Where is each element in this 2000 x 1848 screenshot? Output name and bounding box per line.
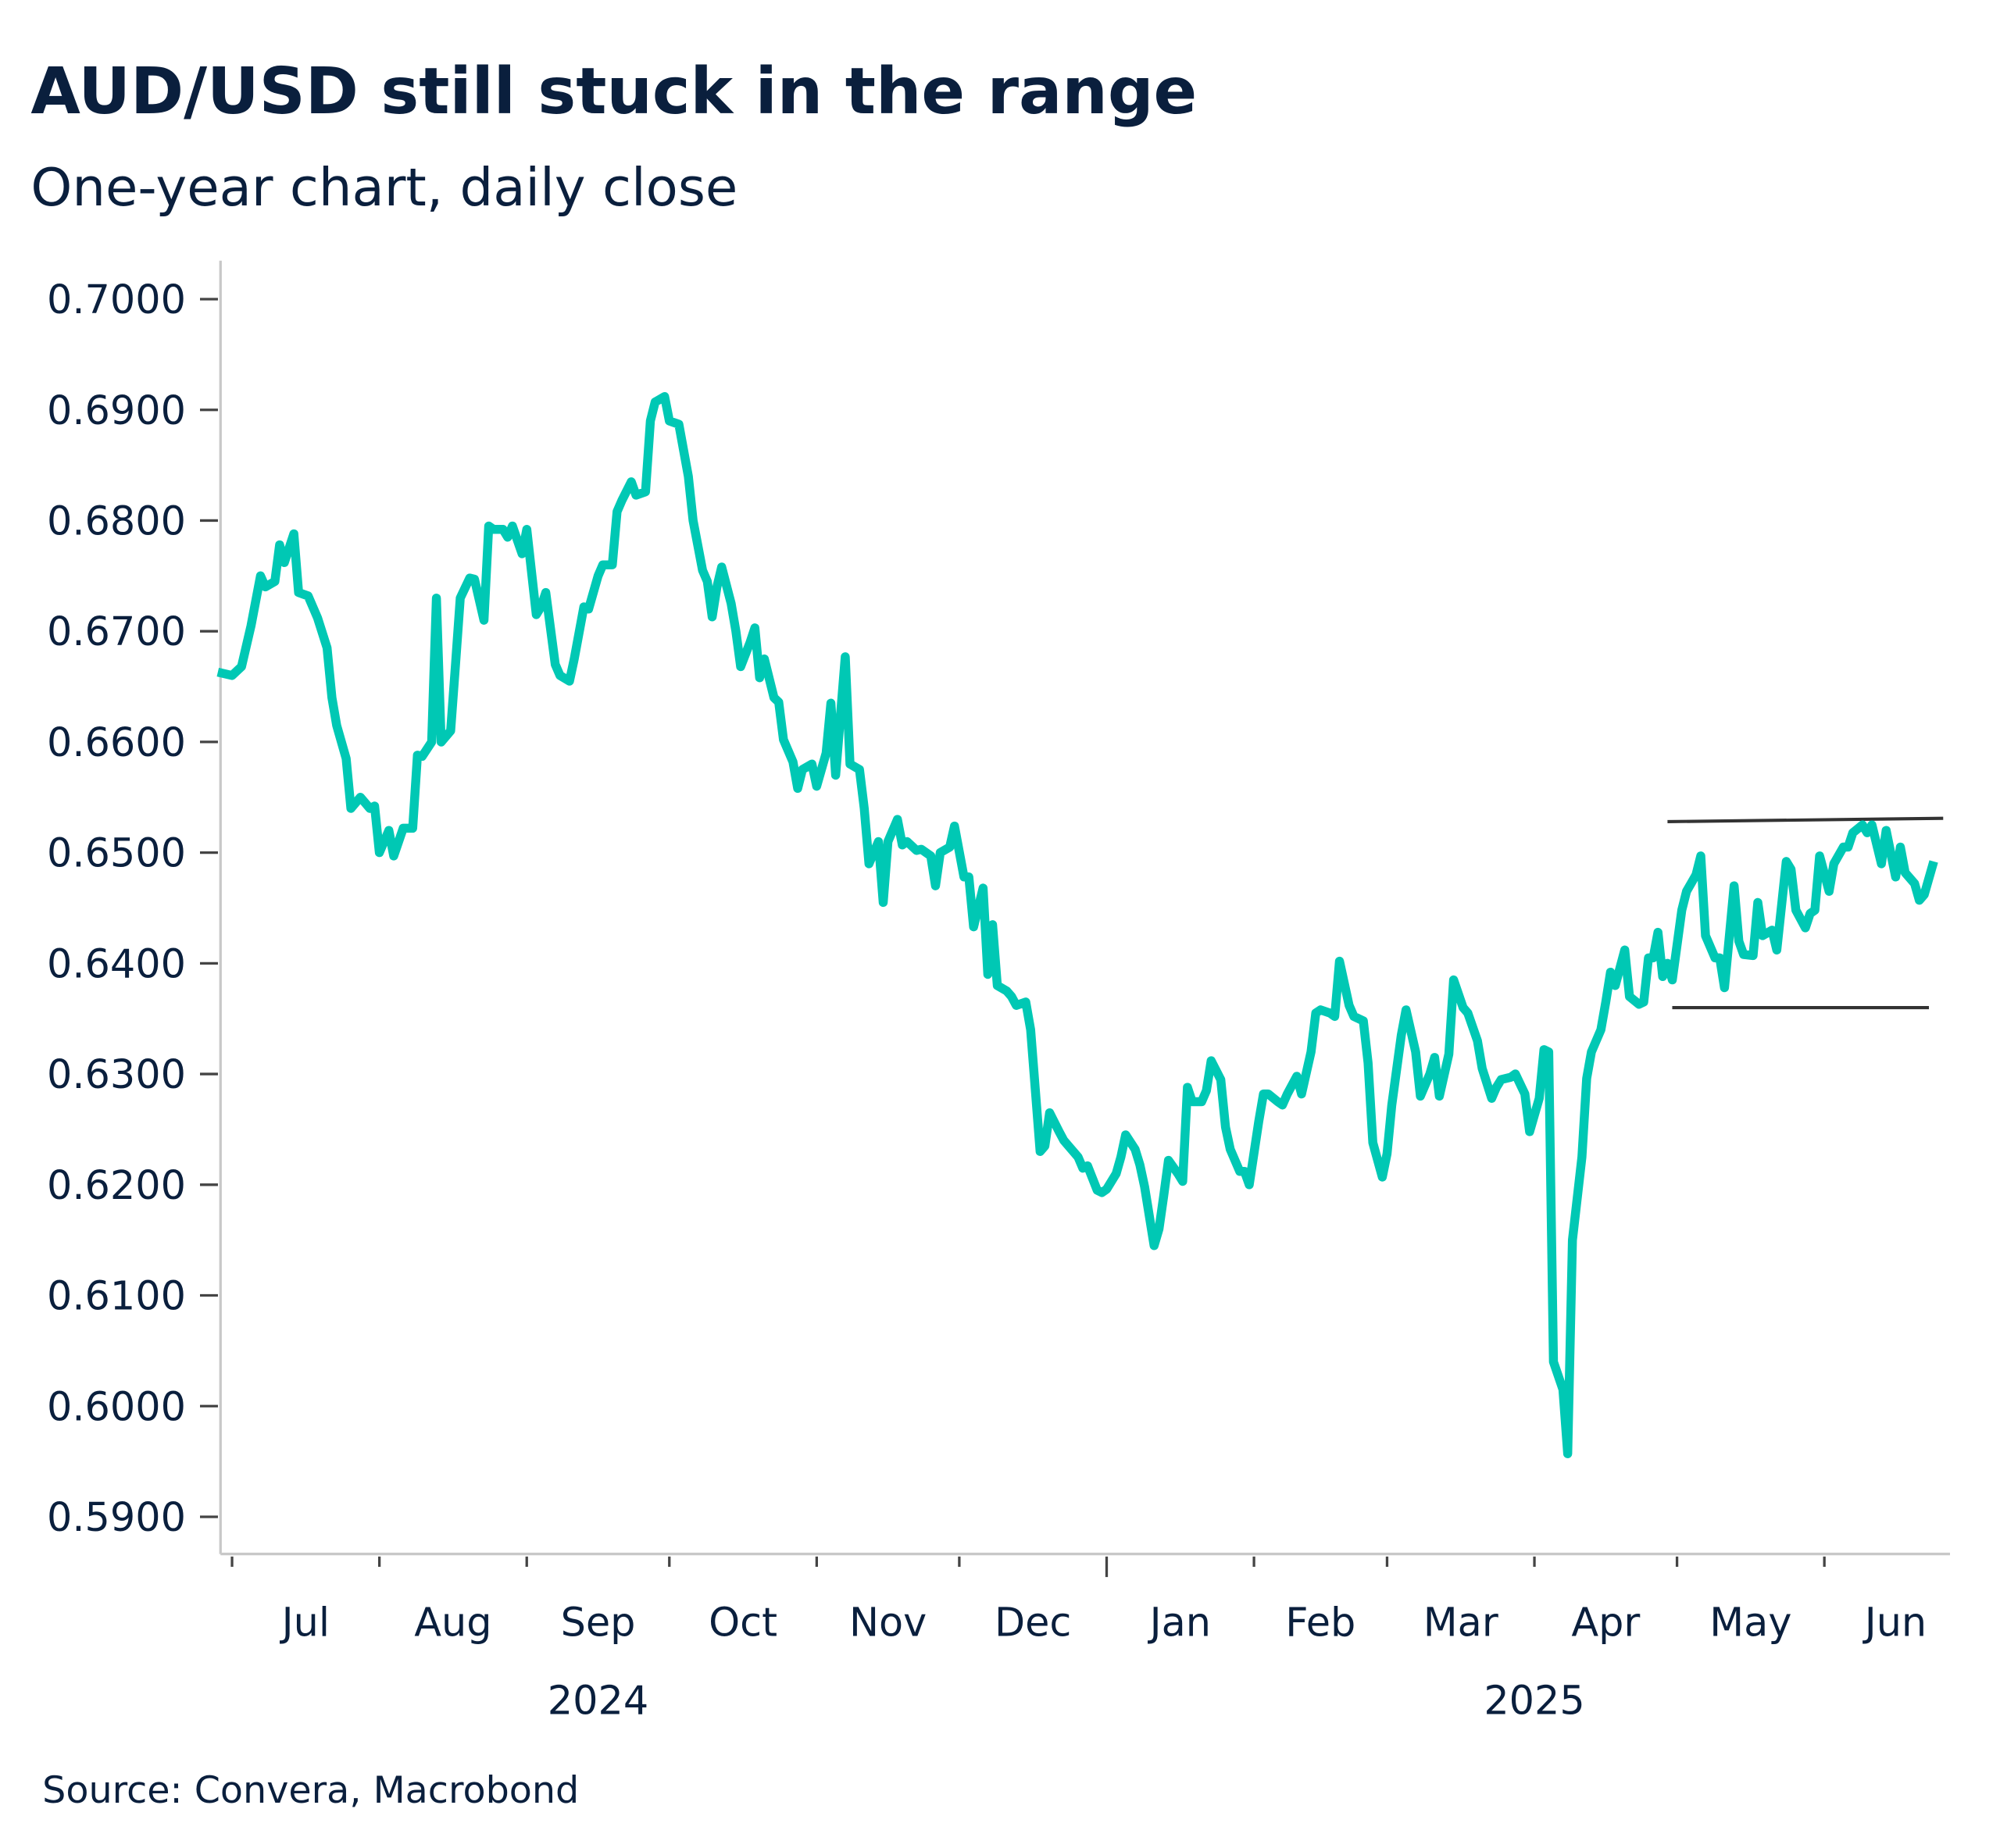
y-tick-label: 0.6500 xyxy=(47,830,186,876)
y-tick-label: 0.6300 xyxy=(47,1051,186,1097)
chart-subtitle: One-year chart, daily close xyxy=(30,157,738,218)
chart-title: AUD/USD still stuck in the range xyxy=(30,55,1197,129)
y-tick-label: 0.6600 xyxy=(47,719,186,765)
axes: 0.7000 0.6900 0.6800 0.6700 0.6600 0.6500 0.64… xyxy=(47,261,1950,1724)
x-tick-label: Oct xyxy=(709,1600,777,1646)
x-tick-label: Sep xyxy=(561,1600,636,1646)
x-tick-label: Jun xyxy=(1862,1600,1927,1646)
y-tick-label: 0.6000 xyxy=(47,1383,186,1429)
x-tick-label: Apr xyxy=(1571,1600,1640,1646)
y-tick-label: 0.6200 xyxy=(47,1162,186,1208)
x-tick-label: Jul xyxy=(280,1600,330,1646)
y-tick-label: 0.6100 xyxy=(47,1273,186,1319)
y-tick-label: 0.7000 xyxy=(47,276,186,323)
source-note: Source: Convera, Macrobond xyxy=(42,1769,579,1812)
x-tick-label: Nov xyxy=(849,1600,927,1646)
y-tick-label: 0.6800 xyxy=(47,498,186,544)
y-tick-label: 0.5900 xyxy=(47,1494,186,1540)
x-tick-label: Feb xyxy=(1285,1600,1355,1646)
x-year-label: 2024 xyxy=(548,1678,648,1724)
series-line-audusd xyxy=(218,397,1934,1454)
y-tick-label: 0.6400 xyxy=(47,940,186,986)
x-tick-label: Mar xyxy=(1423,1600,1498,1646)
x-year-label: 2025 xyxy=(1484,1678,1584,1724)
y-tick-label: 0.6700 xyxy=(47,608,186,655)
y-tick-label: 0.6900 xyxy=(47,387,186,433)
x-tick-label: Jan xyxy=(1148,1600,1211,1646)
range-top-line xyxy=(1667,819,1943,822)
x-tick-label: May xyxy=(1709,1600,1791,1646)
x-tick-label: Dec xyxy=(995,1600,1071,1646)
x-tick-label: Aug xyxy=(414,1600,491,1646)
